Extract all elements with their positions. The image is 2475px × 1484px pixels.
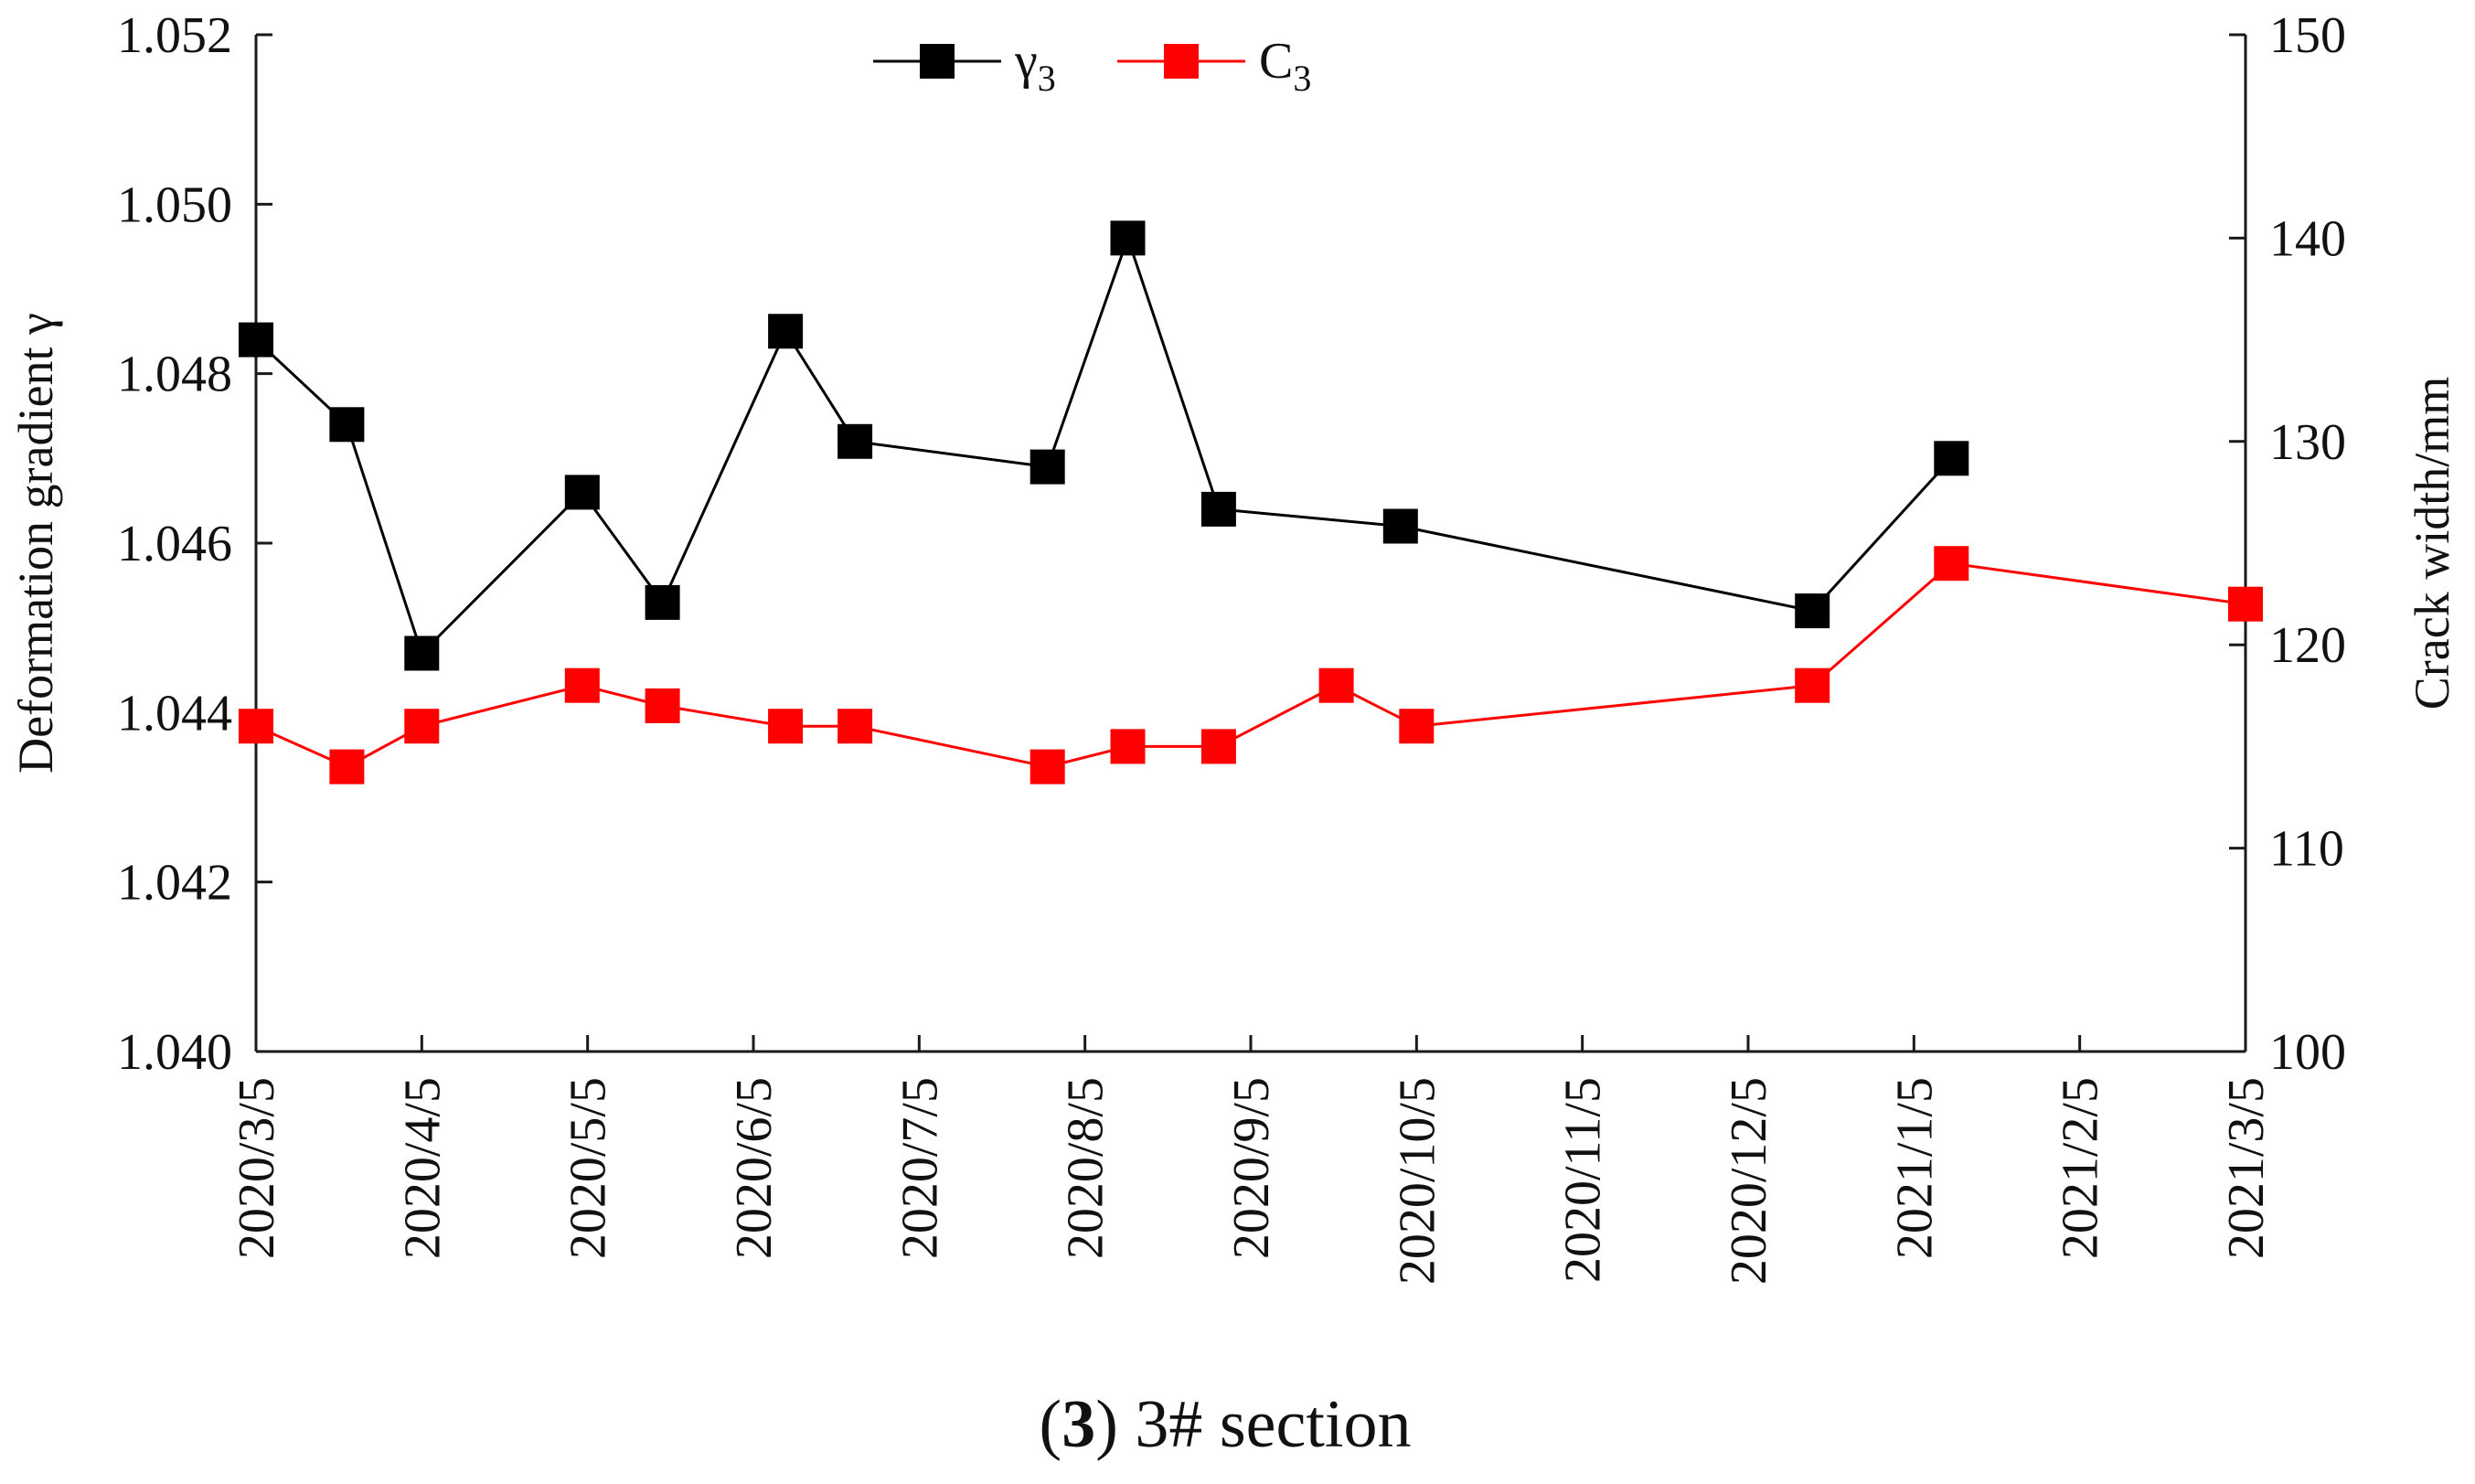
- x-tick-label: 2021/2/5: [2053, 1077, 2109, 1259]
- series-markers: [239, 220, 2263, 785]
- x-tick-label: 2020/8/5: [1058, 1077, 1115, 1259]
- data-point-gamma: [1029, 449, 1065, 485]
- series-line-crack: [255, 561, 2246, 769]
- y-right-tick-label: 100: [2269, 1024, 2346, 1081]
- x-tick-label: 2021/3/5: [2218, 1077, 2275, 1259]
- data-point-gamma: [1110, 220, 1146, 256]
- data-point-gamma: [1382, 508, 1418, 544]
- data-point-crack: [1200, 729, 1236, 764]
- x-tick-label: 2020/12/5: [1721, 1077, 1777, 1285]
- y-right-tick-label: 120: [2269, 617, 2346, 674]
- legend-marker-gamma: [920, 44, 955, 79]
- legend-gamma-sub: 3: [1038, 58, 1056, 99]
- figure-caption: (3) 3# section: [1040, 1387, 1412, 1462]
- data-point-crack: [1934, 546, 1969, 582]
- y-left-tick-label: 1.044: [117, 685, 232, 742]
- caption-number: 3: [1061, 1387, 1095, 1462]
- x-tick-label: 2020/7/5: [891, 1077, 948, 1259]
- data-point-crack: [1399, 709, 1435, 744]
- y-left-tick-label: 1.050: [117, 176, 232, 233]
- data-point-crack: [645, 688, 680, 723]
- x-tick-label: 2020/5/5: [560, 1077, 617, 1259]
- y-axis-right-label: Crack width/mm: [2405, 377, 2459, 710]
- data-point-gamma: [837, 423, 873, 459]
- x-tick-label: 2021/1/5: [1886, 1077, 1943, 1259]
- data-point-crack: [2228, 586, 2263, 622]
- data-point-crack: [564, 667, 600, 703]
- y-left-tick-label: 1.042: [117, 855, 232, 912]
- x-tick-label: 2020/9/5: [1223, 1077, 1280, 1259]
- y-left-tick-label: 1.046: [117, 516, 232, 572]
- legend: γ3 C3: [873, 33, 1311, 99]
- legend-crack-base: C: [1259, 33, 1293, 90]
- data-point-crack: [837, 709, 873, 744]
- data-point-gamma: [564, 475, 600, 510]
- data-point-gamma: [404, 635, 440, 671]
- data-point-gamma: [768, 314, 804, 349]
- x-tick-label: 2020/10/5: [1389, 1077, 1446, 1285]
- legend-label-gamma: γ3: [1014, 33, 1056, 99]
- data-point-gamma: [1934, 441, 1969, 476]
- data-point-crack: [239, 709, 273, 744]
- series-lines: [254, 233, 2246, 769]
- y-axis-left-label: Deformation gradient γ: [8, 313, 63, 774]
- x-tick-label: 2020/6/5: [726, 1077, 783, 1259]
- data-point-crack: [1029, 749, 1065, 785]
- y-right-tick-label: 130: [2269, 414, 2346, 471]
- data-point-gamma: [645, 584, 680, 620]
- data-point-crack: [768, 709, 804, 744]
- data-point-gamma: [1200, 491, 1236, 527]
- y-left-tick-label: 1.052: [117, 7, 232, 64]
- x-tick-label: 2020/4/5: [394, 1077, 451, 1259]
- data-point-crack: [1318, 667, 1354, 703]
- y-right-tick-label: 140: [2269, 210, 2346, 267]
- data-point-gamma: [1795, 593, 1830, 629]
- caption-open: (: [1040, 1387, 1062, 1462]
- axes-group: 1.040 1.042 1.044 1.046 1.048 1.050 1.052 100 11…: [117, 7, 2346, 1285]
- data-point-gamma: [329, 407, 365, 443]
- legend-marker-crack: [1164, 44, 1199, 79]
- data-point-crack: [404, 709, 440, 744]
- y-left-tick-label: 1.040: [117, 1024, 232, 1081]
- x-tick-label: 2020/3/5: [229, 1077, 285, 1259]
- data-point-crack: [329, 749, 365, 785]
- caption-rest: ) 3# section: [1095, 1387, 1411, 1462]
- data-point-crack: [1110, 729, 1146, 764]
- series-line-gamma: [254, 233, 1953, 657]
- y-right-tick-label: 150: [2269, 7, 2346, 64]
- data-point-crack: [1795, 667, 1830, 703]
- legend-crack-sub: 3: [1293, 58, 1311, 99]
- y-left-tick-label: 1.048: [117, 347, 232, 403]
- data-point-gamma: [239, 322, 273, 358]
- x-tick-label: 2020/11/5: [1555, 1077, 1612, 1283]
- legend-label-crack: C3: [1259, 33, 1311, 99]
- y-right-tick-label: 110: [2269, 821, 2344, 878]
- legend-gamma-base: γ: [1014, 33, 1038, 90]
